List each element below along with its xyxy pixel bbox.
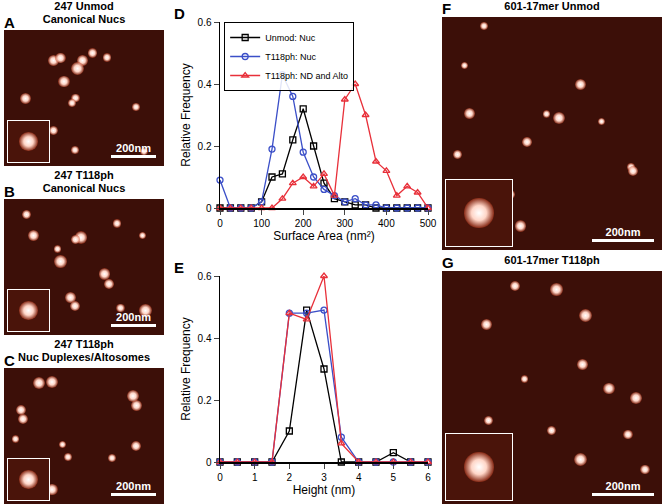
svg-text:3: 3	[321, 472, 327, 483]
svg-text:E: E	[174, 259, 184, 276]
svg-text:0: 0	[206, 203, 212, 214]
svg-text:100: 100	[253, 218, 270, 229]
html-text:C: C	[4, 352, 15, 369]
svg-text:200: 200	[295, 218, 312, 229]
html-text:A: A	[4, 14, 15, 31]
svg-text:0.4: 0.4	[198, 333, 212, 344]
svg-text:T118ph: Nuc: T118ph: Nuc	[265, 52, 316, 62]
svg-text:0.2: 0.2	[198, 141, 212, 152]
svg-text:2: 2	[287, 472, 293, 483]
html-text:Canonical Nucs: Canonical Nucs	[42, 182, 126, 194]
svg-text:D: D	[174, 5, 185, 22]
svg-text:0.2: 0.2	[198, 395, 212, 406]
svg-text:0: 0	[217, 472, 223, 483]
html-text:Canonical Nucs: Canonical Nucs	[42, 13, 126, 25]
html-text:601-17mer T118ph: 601-17mer T118ph	[504, 254, 600, 266]
svg-text:500: 500	[420, 218, 437, 229]
svg-text:Relative Frequency: Relative Frequency	[179, 317, 193, 420]
svg-text:Surface Area (nm²): Surface Area (nm²)	[273, 229, 374, 243]
svg-text:Unmod: Nuc: Unmod: Nuc	[265, 33, 316, 43]
svg-text:0.6: 0.6	[198, 17, 212, 28]
html-text:601-17mer Unmod: 601-17mer Unmod	[504, 0, 600, 12]
html-text:200nm: 200nm	[116, 311, 151, 323]
html-text:200nm: 200nm	[605, 226, 641, 238]
svg-text:6: 6	[425, 472, 431, 483]
html-text:247 T118ph: 247 T118ph	[54, 338, 114, 350]
html-text:B: B	[4, 183, 15, 200]
svg-text:Height (nm): Height (nm)	[293, 483, 356, 497]
html-text:F: F	[442, 0, 452, 17]
svg-text:T118ph: ND and Alto: T118ph: ND and Alto	[265, 71, 348, 81]
svg-text:Relative Frequency: Relative Frequency	[179, 63, 193, 166]
html-text:200nm: 200nm	[605, 480, 641, 492]
html-text:200nm: 200nm	[116, 142, 151, 154]
html-text:G: G	[442, 254, 454, 271]
svg-text:1: 1	[252, 472, 258, 483]
svg-text:0: 0	[217, 218, 223, 229]
svg-text:400: 400	[378, 218, 395, 229]
svg-text:300: 300	[336, 218, 353, 229]
html-text:Nuc Duplexes/Altosomes: Nuc Duplexes/Altosomes	[18, 351, 150, 363]
svg-text:0.4: 0.4	[198, 79, 212, 90]
html-text:247 Unmod: 247 Unmod	[54, 0, 114, 12]
svg-text:5: 5	[391, 472, 397, 483]
html-text:247 T118ph: 247 T118ph	[54, 169, 114, 181]
svg-text:0.6: 0.6	[198, 271, 212, 282]
html-text:200nm: 200nm	[116, 480, 151, 492]
svg-text:0: 0	[206, 457, 212, 468]
svg-text:4: 4	[356, 472, 362, 483]
